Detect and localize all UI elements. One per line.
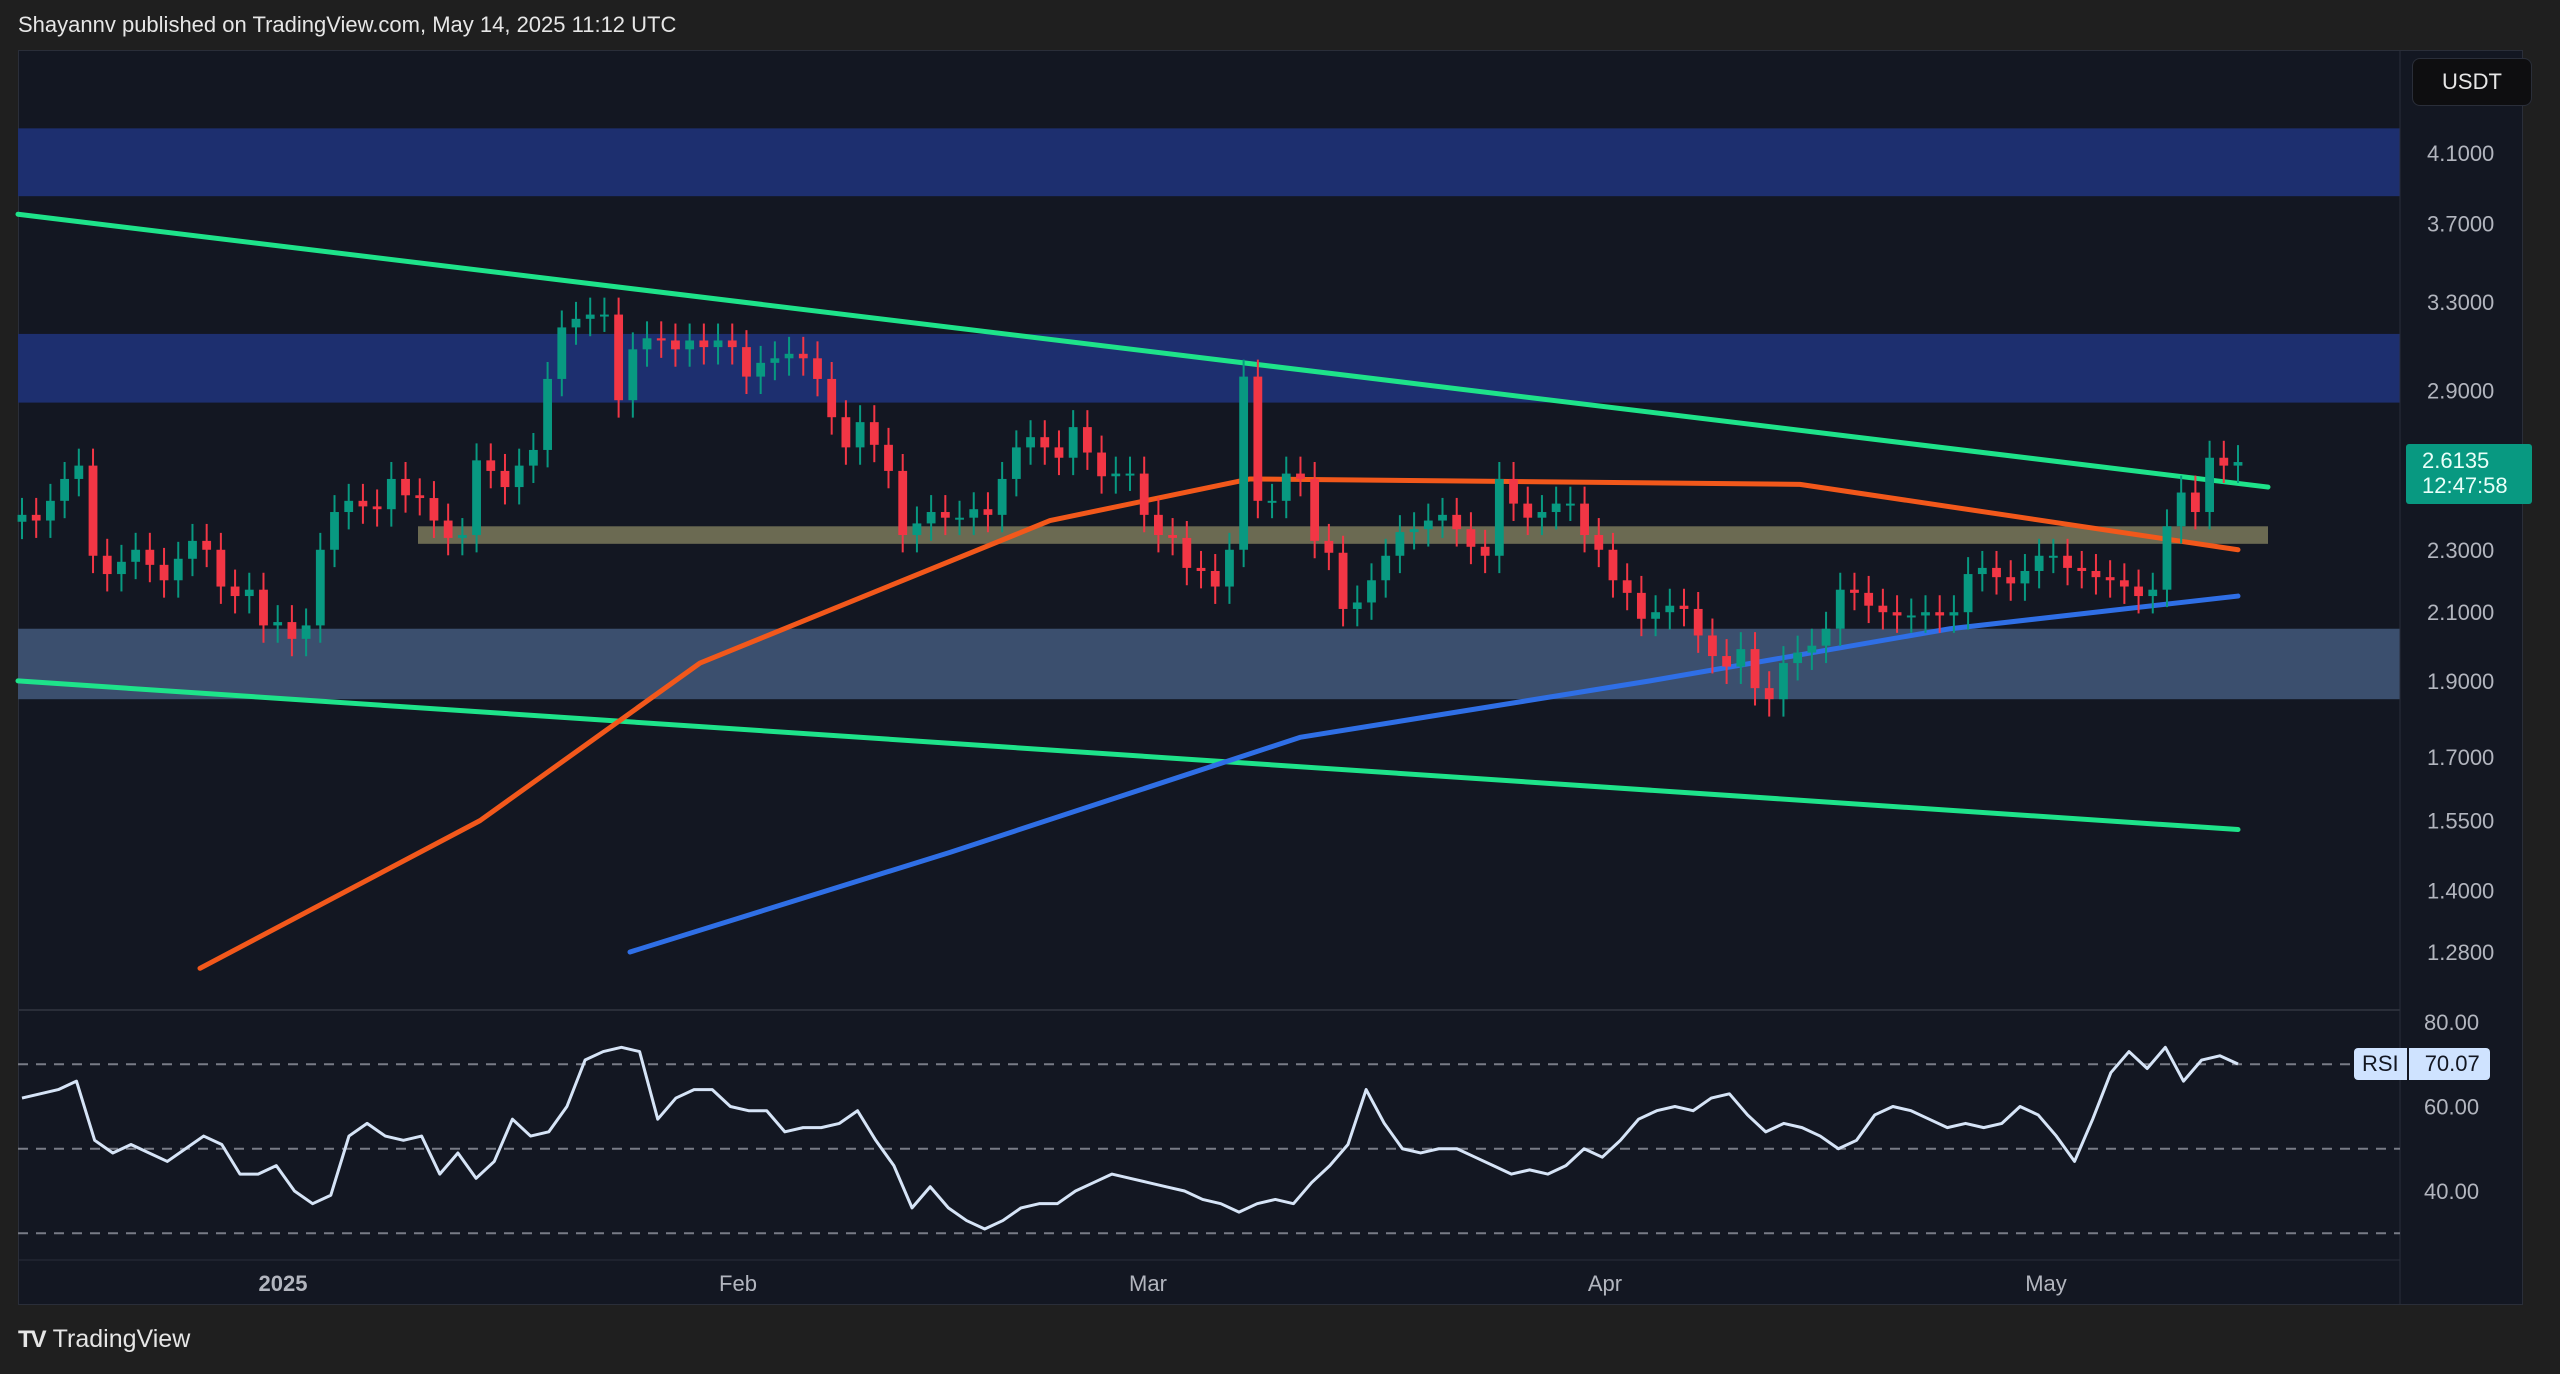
svg-text:2.1000: 2.1000 [2427,600,2494,625]
svg-text:Mar: Mar [1129,1271,1167,1296]
zone-3 [18,628,2400,700]
svg-text:Feb: Feb [719,1271,757,1296]
zone-2 [418,526,2268,544]
svg-text:1.2800: 1.2800 [2427,940,2494,965]
zone-1 [18,333,2400,403]
svg-text:2.9000: 2.9000 [2427,379,2494,404]
svg-text:May: May [2025,1271,2067,1296]
rsi-axis[interactable]: 80.00 60.00 40.00 [2424,1010,2479,1204]
svg-text:3.3000: 3.3000 [2427,290,2494,315]
svg-text:1.7000: 1.7000 [2427,745,2494,770]
tradingview-logo-icon: TV [18,1325,47,1353]
svg-text:3.7000: 3.7000 [2427,211,2494,236]
rsi-name: RSI [2354,1048,2407,1080]
brand-name: TradingView [52,1325,191,1353]
tradingview-footer[interactable]: TV TradingView [18,1325,190,1354]
candlestick-series [17,297,2243,717]
svg-text:40.00: 40.00 [2424,1179,2479,1204]
price-zones [18,128,2400,700]
svg-text:1.9000: 1.9000 [2427,669,2494,694]
bar-countdown: 12:47:58 [2422,473,2508,498]
rsi-value: 70.07 [2408,1048,2490,1080]
svg-text:4.1000: 4.1000 [2427,141,2494,166]
svg-text:Apr: Apr [1588,1271,1622,1296]
svg-text:80.00: 80.00 [2424,1010,2479,1035]
rsi-pane [18,1045,2400,1235]
svg-text:2025: 2025 [259,1271,308,1296]
svg-text:60.00: 60.00 [2424,1095,2479,1120]
svg-text:2.3000: 2.3000 [2427,538,2494,563]
svg-text:1.5500: 1.5500 [2427,809,2494,834]
price-axis[interactable]: 4.1000 3.7000 3.3000 2.9000 2.3000 2.1000 1.90… [2427,141,2494,965]
last-price-value: 2.6135 [2422,448,2490,473]
time-axis[interactable]: 2025 Feb Mar Apr May [259,1271,2067,1296]
currency-unit-button[interactable]: USDT [2412,58,2532,106]
svg-text:1.4000: 1.4000 [2427,878,2494,903]
publish-attribution: Shayannv published on TradingView.com, M… [18,12,677,37]
last-price-label: 2.6135 12:47:58 [2406,444,2532,504]
rsi-value-label: RSI 70.07 [2354,1048,2490,1080]
trendlines-and-moving-averages [15,211,2271,971]
zone-0 [18,128,2400,197]
